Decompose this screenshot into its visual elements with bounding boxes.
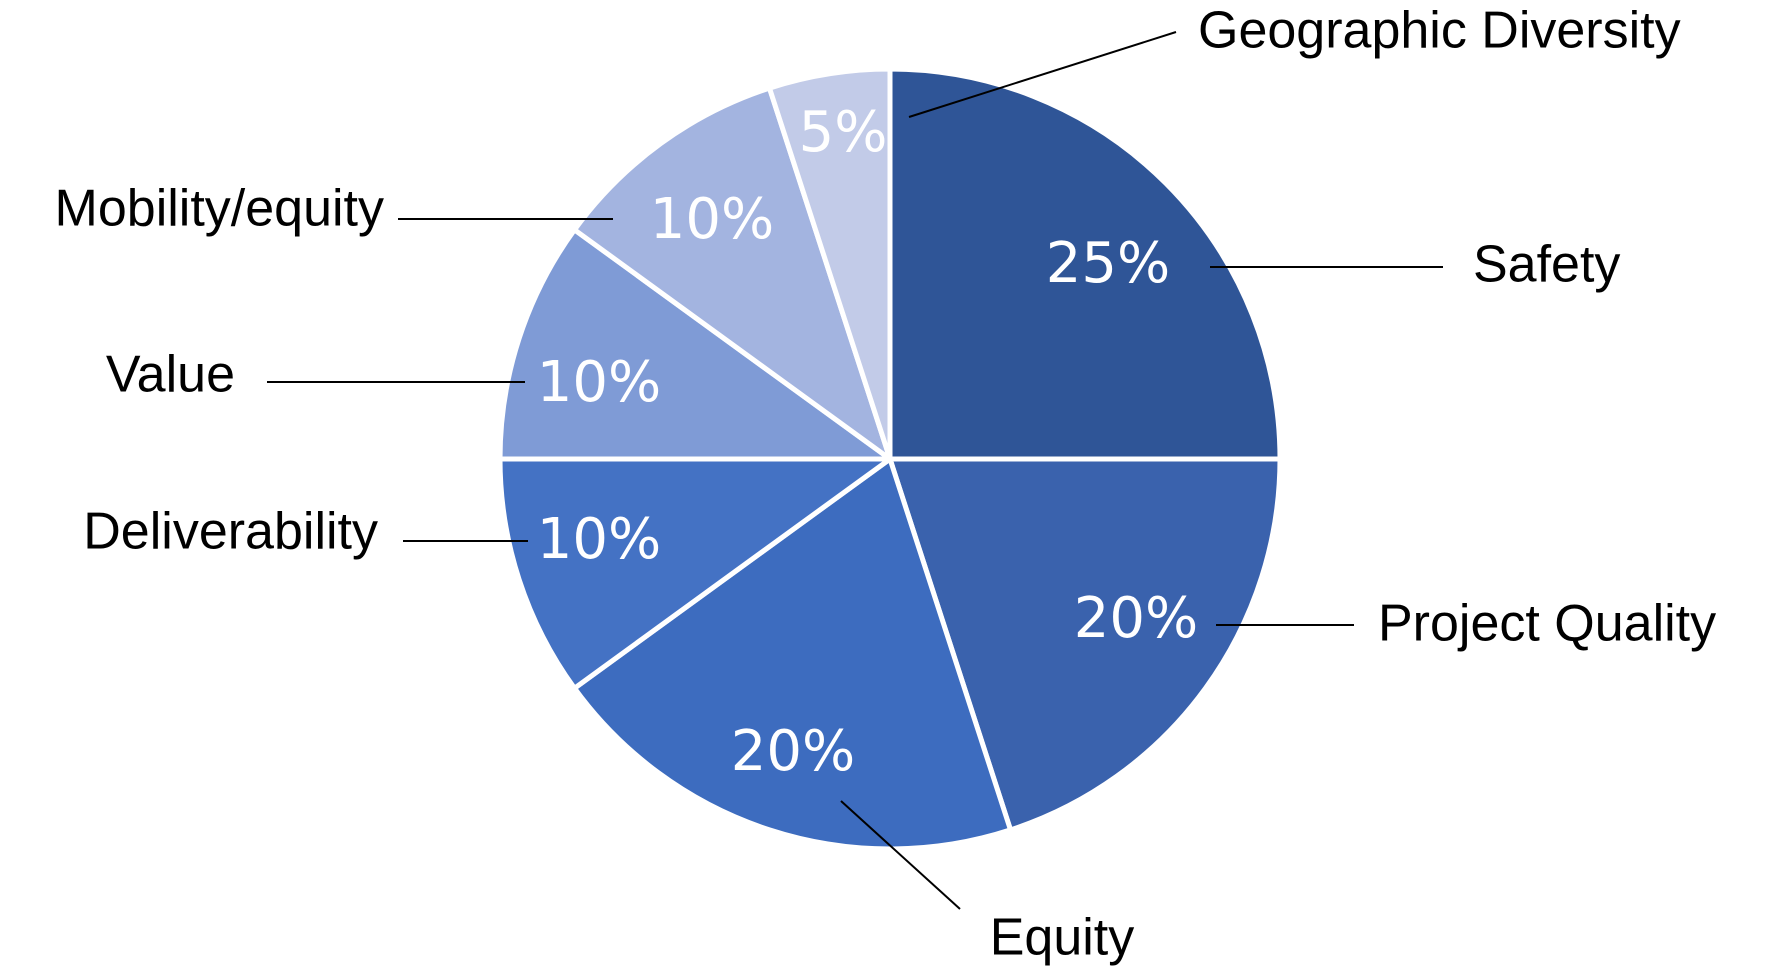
category-label: Geographic Diversity [1198, 2, 1681, 60]
pie-slice [886, 456, 1283, 834]
pie-slice [766, 66, 893, 460]
data-label: 10% [537, 350, 661, 415]
category-label: Value [106, 346, 235, 404]
category-label: Mobility/equity [55, 180, 384, 238]
pie-slice [497, 226, 898, 462]
data-label: 10% [537, 507, 661, 572]
category-label: Equity [990, 909, 1135, 967]
data-label: 5% [799, 100, 888, 165]
data-label: 20% [1074, 586, 1198, 651]
category-label: Safety [1473, 236, 1620, 294]
data-label: 25% [1046, 231, 1170, 296]
data-label: 10% [650, 187, 774, 252]
pie-slice [887, 66, 1283, 462]
pie-slice [570, 454, 1014, 852]
data-label: 20% [731, 719, 855, 784]
category-label: Deliverability [83, 503, 378, 561]
category-label: Project Quality [1378, 595, 1716, 653]
leader-line [840, 800, 961, 910]
pie-slice [570, 84, 895, 466]
pie-slice [497, 456, 898, 692]
leader-line [908, 31, 1177, 118]
